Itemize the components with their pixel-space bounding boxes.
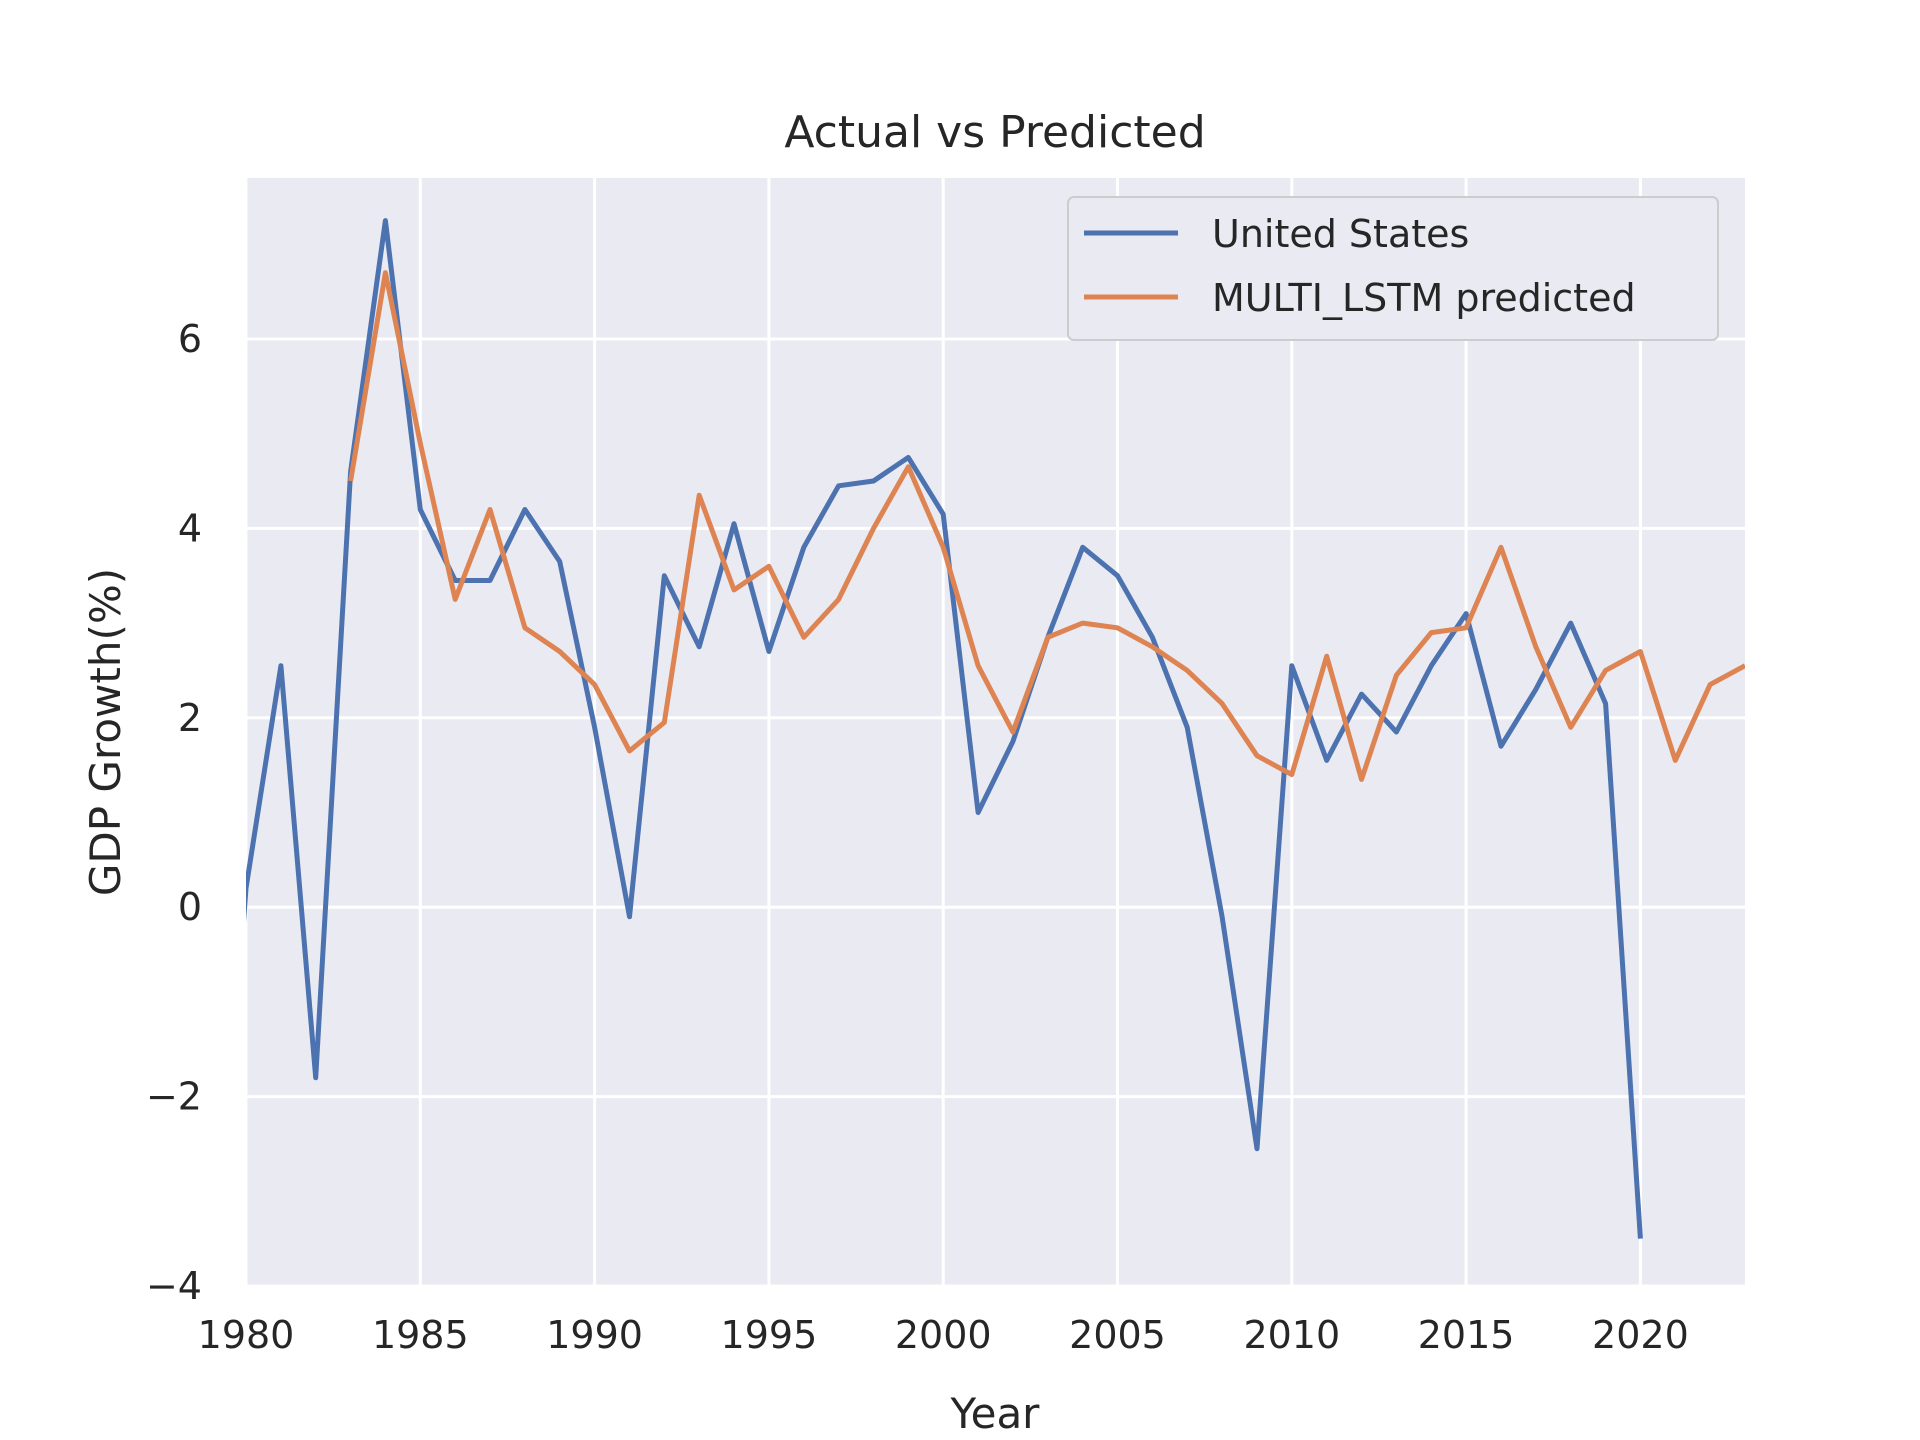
x-tick-label: 1995 [721,1313,818,1357]
y-tick-label: −4 [146,1264,202,1308]
plot-area [246,178,1745,1286]
x-tick-label: 1980 [198,1313,295,1357]
gridlines [244,178,1745,1288]
y-tick-label: 6 [178,317,202,361]
chart-title: Actual vs Predicted [784,107,1205,158]
legend-label-united-states: United States [1212,212,1469,256]
y-axis-ticks: −4 −2 0 2 4 6 [146,317,202,1308]
y-tick-label: 4 [178,506,202,550]
y-tick-label: 2 [178,696,202,740]
x-tick-label: 1990 [546,1313,643,1357]
legend: United States MULTI_LSTM predicted [1067,196,1719,341]
x-tick-label: 2015 [1418,1313,1515,1357]
series-line-multi-lstm-predicted [348,270,1745,782]
legend-box [1067,196,1719,341]
x-tick-label: 2020 [1592,1313,1689,1357]
y-tick-label: −2 [146,1075,202,1119]
x-tick-label: 1985 [372,1313,469,1357]
y-axis-label: GDP Growth(%) [81,568,130,896]
x-tick-label: 2000 [895,1313,992,1357]
legend-label-multi-lstm-predicted: MULTI_LSTM predicted [1212,276,1636,320]
x-axis-label: Year [950,1389,1041,1438]
x-axis-ticks: 1980 1985 1990 1995 2000 2005 2010 2015 2020 [198,1313,1689,1357]
series-lines [246,218,1745,1239]
y-tick-label: 0 [178,885,202,929]
x-tick-label: 2010 [1243,1313,1340,1357]
x-tick-label: 2005 [1069,1313,1166,1357]
